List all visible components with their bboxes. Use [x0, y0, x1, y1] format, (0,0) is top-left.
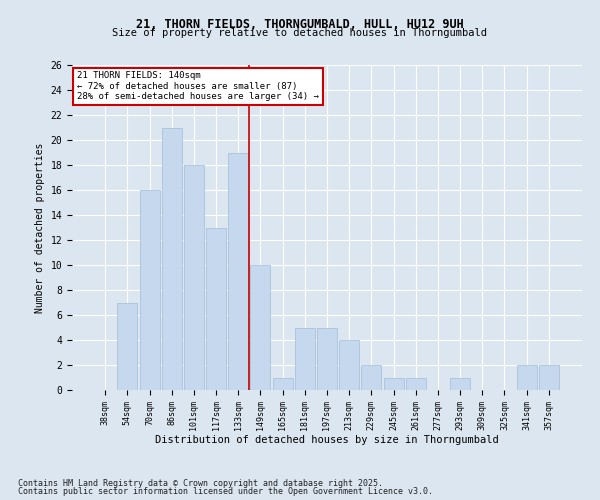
Y-axis label: Number of detached properties: Number of detached properties — [35, 142, 45, 312]
Text: 21, THORN FIELDS, THORNGUMBALD, HULL, HU12 9UH: 21, THORN FIELDS, THORNGUMBALD, HULL, HU… — [136, 18, 464, 30]
X-axis label: Distribution of detached houses by size in Thorngumbald: Distribution of detached houses by size … — [155, 436, 499, 446]
Bar — [317, 328, 337, 390]
Bar — [539, 365, 559, 390]
Bar — [140, 190, 160, 390]
Bar — [206, 228, 226, 390]
Bar — [406, 378, 426, 390]
Bar — [272, 378, 293, 390]
Bar — [250, 265, 271, 390]
Bar — [450, 378, 470, 390]
Bar — [517, 365, 536, 390]
Bar — [383, 378, 404, 390]
Bar — [339, 340, 359, 390]
Text: Contains public sector information licensed under the Open Government Licence v3: Contains public sector information licen… — [18, 487, 433, 496]
Bar — [295, 328, 315, 390]
Text: Size of property relative to detached houses in Thorngumbald: Size of property relative to detached ho… — [113, 28, 487, 38]
Text: Contains HM Land Registry data © Crown copyright and database right 2025.: Contains HM Land Registry data © Crown c… — [18, 478, 383, 488]
Bar — [162, 128, 182, 390]
Bar — [361, 365, 382, 390]
Bar — [118, 302, 137, 390]
Bar — [228, 152, 248, 390]
Bar — [184, 165, 204, 390]
Text: 21 THORN FIELDS: 140sqm
← 72% of detached houses are smaller (87)
28% of semi-de: 21 THORN FIELDS: 140sqm ← 72% of detache… — [77, 72, 319, 102]
